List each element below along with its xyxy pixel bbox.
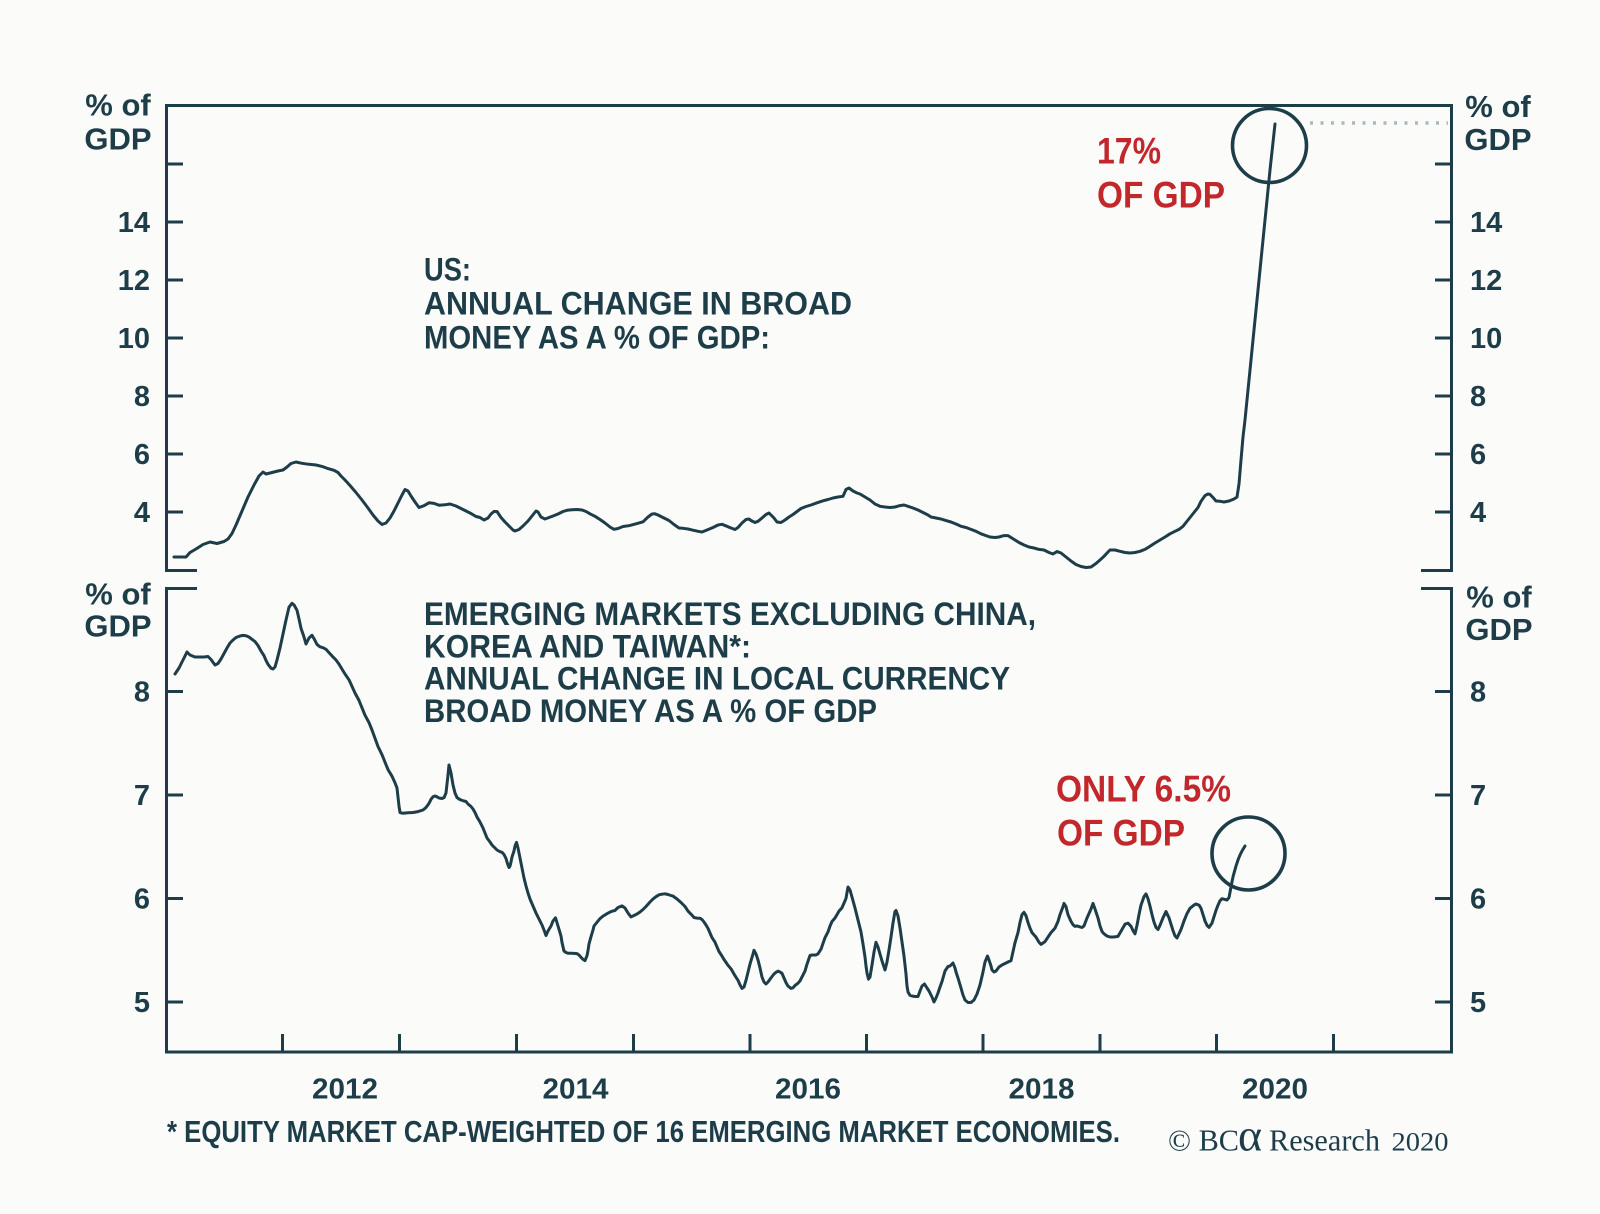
svg-text:2020: 2020 — [1392, 1128, 1449, 1157]
svg-text:6: 6 — [134, 439, 150, 471]
svg-text:6: 6 — [134, 884, 150, 916]
svg-text:EMERGING MARKETS EXCLUDING CHI: EMERGING MARKETS EXCLUDING CHINA, — [424, 596, 1036, 632]
svg-text:KOREA AND TAIWAN*:: KOREA AND TAIWAN*: — [424, 628, 751, 664]
svg-text:14: 14 — [118, 207, 150, 239]
svg-text:8: 8 — [134, 381, 150, 413]
svg-text:US:: US: — [424, 252, 471, 288]
svg-text:8: 8 — [1470, 677, 1486, 709]
svg-text:2014: 2014 — [543, 1074, 609, 1106]
svg-text:8: 8 — [1470, 381, 1486, 413]
svg-text:% of: % of — [85, 88, 151, 123]
svg-text:17%: 17% — [1097, 131, 1161, 172]
svg-text:OF GDP: OF GDP — [1057, 813, 1185, 854]
svg-text:12: 12 — [1470, 265, 1502, 297]
svg-text:2012: 2012 — [312, 1074, 378, 1106]
svg-text:4: 4 — [1470, 497, 1486, 529]
svg-text:% of: % of — [1466, 580, 1532, 615]
svg-text:ONLY 6.5%: ONLY 6.5% — [1056, 769, 1231, 810]
svg-text:10: 10 — [1470, 323, 1502, 355]
svg-text:5: 5 — [1470, 987, 1486, 1019]
svg-text:© BC: © BC — [1168, 1123, 1239, 1158]
svg-text:GDP: GDP — [84, 122, 151, 157]
svg-text:4: 4 — [134, 497, 150, 529]
svg-text:14: 14 — [1470, 207, 1502, 239]
svg-text:α: α — [1238, 1110, 1262, 1161]
svg-text:% of: % of — [85, 577, 151, 612]
svg-text:GDP: GDP — [84, 609, 151, 644]
svg-text:2016: 2016 — [775, 1074, 841, 1106]
svg-text:OF GDP: OF GDP — [1097, 175, 1225, 216]
svg-text:2020: 2020 — [1242, 1074, 1308, 1106]
svg-text:Research: Research — [1269, 1123, 1380, 1158]
svg-text:5: 5 — [134, 987, 150, 1019]
svg-text:% of: % of — [1465, 89, 1531, 124]
svg-text:8: 8 — [134, 677, 150, 709]
svg-text:ANNUAL CHANGE IN LOCAL CURRENC: ANNUAL CHANGE IN LOCAL CURRENCY — [424, 661, 1010, 697]
svg-text:MONEY AS A % OF GDP:: MONEY AS A % OF GDP: — [424, 320, 770, 356]
svg-text:2018: 2018 — [1009, 1074, 1075, 1106]
svg-text:7: 7 — [134, 780, 150, 812]
svg-text:GDP: GDP — [1465, 612, 1532, 647]
svg-text:6: 6 — [1470, 884, 1486, 916]
svg-text:7: 7 — [1470, 780, 1486, 812]
svg-text:* EQUITY MARKET CAP-WEIGHTED O: * EQUITY MARKET CAP-WEIGHTED OF 16 EMERG… — [167, 1114, 1120, 1149]
svg-text:10: 10 — [118, 323, 150, 355]
svg-text:6: 6 — [1470, 439, 1486, 471]
svg-text:GDP: GDP — [1464, 122, 1531, 157]
svg-text:12: 12 — [118, 265, 150, 297]
svg-text:ANNUAL CHANGE IN BROAD: ANNUAL CHANGE IN BROAD — [424, 286, 852, 322]
svg-text:BROAD MONEY AS A % OF GDP: BROAD MONEY AS A % OF GDP — [424, 693, 877, 729]
